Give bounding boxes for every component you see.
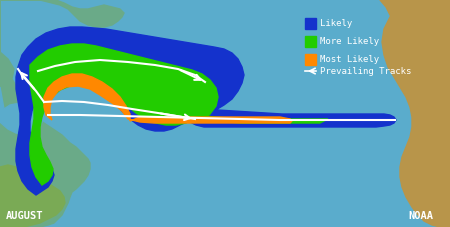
Polygon shape: [0, 0, 90, 227]
Polygon shape: [382, 0, 450, 227]
Text: NOAA: NOAA: [408, 211, 433, 221]
Polygon shape: [16, 27, 396, 195]
Polygon shape: [0, 0, 124, 27]
Polygon shape: [0, 165, 65, 227]
Text: Likely: Likely: [320, 18, 352, 27]
Polygon shape: [52, 37, 104, 59]
Text: Most Likely: Most Likely: [320, 54, 379, 64]
Polygon shape: [44, 74, 292, 123]
Polygon shape: [0, 87, 42, 135]
Polygon shape: [30, 44, 328, 185]
Text: AUGUST: AUGUST: [6, 211, 44, 221]
Bar: [305, 36, 316, 47]
Bar: [305, 18, 316, 29]
Polygon shape: [380, 0, 450, 33]
Text: More Likely: More Likely: [320, 37, 379, 45]
Text: Prevailing Tracks: Prevailing Tracks: [320, 67, 411, 76]
Bar: [305, 54, 316, 65]
